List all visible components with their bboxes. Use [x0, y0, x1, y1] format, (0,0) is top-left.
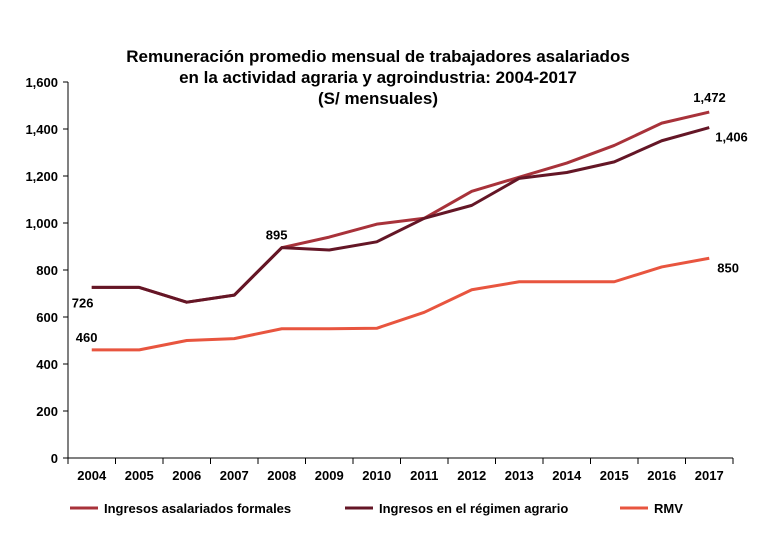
x-tick-label: 2007	[220, 468, 249, 483]
data-label: 1,406	[715, 130, 748, 145]
series-line-2	[91, 126, 710, 304]
chart-title-line-1: Remuneración promedio mensual de trabaja…	[126, 47, 630, 66]
x-tick-label: 2005	[125, 468, 154, 483]
data-label: 726	[72, 295, 94, 310]
x-tick-label: 2014	[552, 468, 582, 483]
chart-title-line-2: en la actividad agraria y agroindustria:…	[179, 68, 577, 87]
y-tick-label: 600	[36, 310, 58, 325]
y-tick-label: 1,400	[25, 122, 58, 137]
x-tick-label: 2004	[77, 468, 107, 483]
y-tick-label: 1,600	[25, 75, 58, 90]
y-tick-label: 200	[36, 404, 58, 419]
y-tick-label: 800	[36, 263, 58, 278]
chart-title-line-3: (S/ mensuales)	[318, 89, 438, 108]
legend-label: RMV	[654, 501, 683, 516]
x-tick-label: 2015	[600, 468, 629, 483]
data-label: 895	[266, 228, 288, 243]
x-tick-label: 2010	[362, 468, 391, 483]
y-tick-label: 400	[36, 357, 58, 372]
data-label: 850	[717, 260, 739, 275]
series-line-1	[91, 110, 710, 304]
data-label: 460	[76, 330, 98, 345]
x-tick-label: 2013	[505, 468, 534, 483]
y-tick-label: 1,200	[25, 169, 58, 184]
y-tick-label: 1,000	[25, 216, 58, 231]
data-label: 1,472	[693, 90, 726, 105]
legend-label: Ingresos asalariados formales	[104, 501, 291, 516]
x-tick-label: 2008	[267, 468, 296, 483]
x-tick-label: 2011	[410, 468, 438, 483]
series-line-3	[91, 256, 710, 352]
x-tick-label: 2006	[172, 468, 201, 483]
x-tick-label: 2016	[647, 468, 676, 483]
x-tick-label: 2009	[315, 468, 344, 483]
legend-label: Ingresos en el régimen agrario	[379, 501, 568, 516]
x-tick-label: 2017	[695, 468, 724, 483]
x-tick-label: 2012	[457, 468, 486, 483]
y-tick-label: 0	[51, 451, 58, 466]
